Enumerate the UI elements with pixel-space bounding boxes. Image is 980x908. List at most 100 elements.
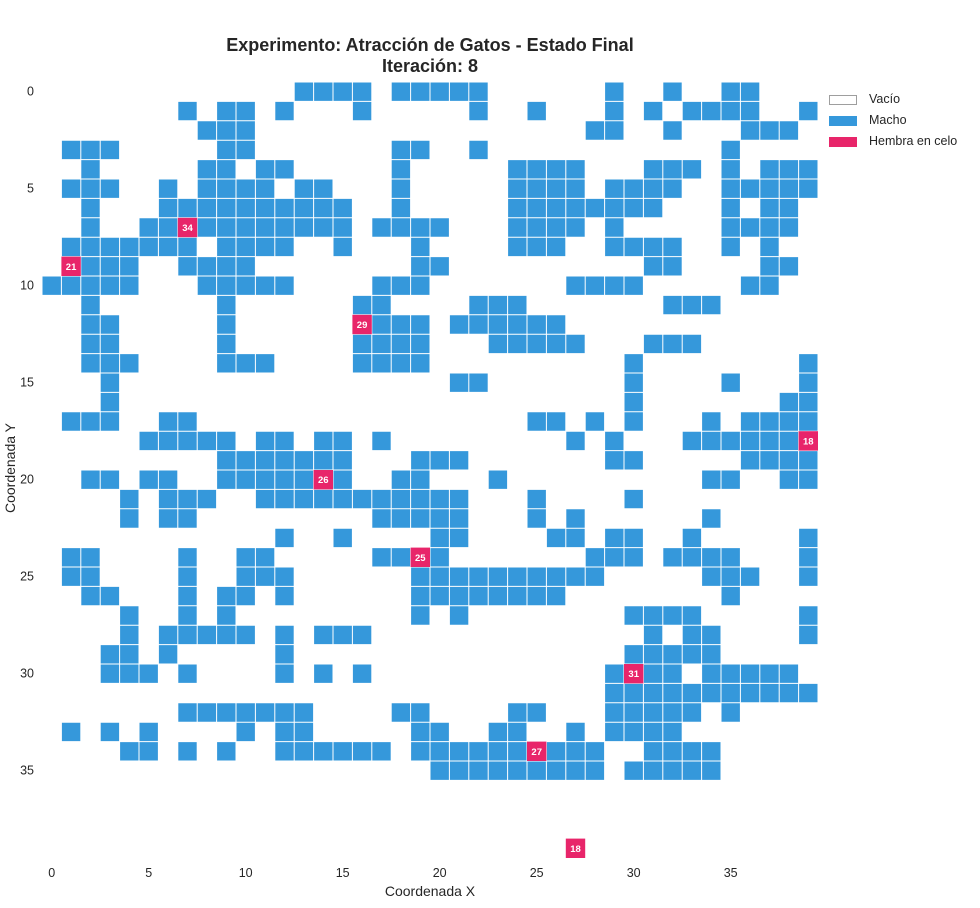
cell-male xyxy=(721,101,741,121)
cell-male xyxy=(565,276,586,296)
cell-male xyxy=(468,567,489,587)
cell-male xyxy=(430,528,450,548)
cell-male xyxy=(507,295,527,315)
cell-male xyxy=(468,373,489,393)
cell-male xyxy=(100,470,120,490)
cell-male xyxy=(371,314,392,335)
cell-male xyxy=(158,508,178,529)
cell-male xyxy=(565,722,586,742)
cell-male xyxy=(236,140,256,160)
cell-male xyxy=(682,101,702,121)
cell-male xyxy=(449,605,469,626)
cell-male xyxy=(604,431,624,451)
cell-male xyxy=(507,702,527,723)
cell-male xyxy=(449,567,469,587)
cell-male xyxy=(701,508,721,529)
cell-male xyxy=(468,761,489,781)
x-tick-label: 5 xyxy=(145,866,152,880)
cell-male xyxy=(449,761,469,781)
cell-male xyxy=(410,334,430,354)
cell-male xyxy=(507,567,527,587)
cell-male xyxy=(527,586,547,606)
cell-male xyxy=(546,567,566,587)
cell-male xyxy=(255,353,275,373)
cell-male xyxy=(565,179,586,199)
cell-male xyxy=(430,82,450,102)
cell-male xyxy=(449,586,469,606)
cell-male xyxy=(585,198,605,218)
cell-male xyxy=(255,470,275,490)
cell-male xyxy=(80,295,101,315)
cell-male xyxy=(565,508,586,529)
cell-male xyxy=(61,276,81,296)
legend-label-empty: Vacío xyxy=(869,92,901,106)
x-tick-label: 30 xyxy=(627,866,641,880)
cell-male xyxy=(139,741,159,761)
cell-male xyxy=(507,198,527,218)
cell-male xyxy=(604,547,624,567)
cell-male xyxy=(274,217,295,238)
cell-male xyxy=(527,159,547,179)
cell-male xyxy=(449,314,469,335)
legend-label-female: Hembra en celo xyxy=(869,134,958,148)
cell-male xyxy=(662,295,683,315)
cell-male xyxy=(80,567,101,587)
cell-male xyxy=(119,276,139,296)
cell-male xyxy=(682,295,702,315)
cell-male xyxy=(662,334,683,354)
cell-male xyxy=(177,237,198,257)
cell-male xyxy=(468,101,489,121)
cell-male xyxy=(100,276,120,296)
cell-male xyxy=(177,702,198,723)
y-tick-label: 0 xyxy=(27,85,34,99)
cell-male xyxy=(158,411,178,432)
cell-male xyxy=(158,625,178,645)
cell-male xyxy=(488,761,508,781)
cell-male xyxy=(371,295,392,315)
cell-male xyxy=(255,702,275,723)
cell-male xyxy=(255,431,275,451)
cell-male xyxy=(546,217,566,238)
cell-male xyxy=(333,489,353,509)
cell-male xyxy=(139,217,159,238)
cell-male xyxy=(604,722,624,742)
cell-male xyxy=(779,256,799,276)
cell-male xyxy=(430,741,450,761)
cell-male xyxy=(643,256,663,276)
cell-male xyxy=(701,625,721,645)
cell-male xyxy=(255,217,275,238)
cell-male xyxy=(197,217,217,238)
cell-male xyxy=(216,470,236,490)
cell-male xyxy=(391,470,411,490)
cell-male xyxy=(468,741,489,761)
legend-swatch-male xyxy=(829,116,857,126)
cell-male xyxy=(371,431,392,451)
cell-male xyxy=(61,547,81,567)
cell-male xyxy=(759,450,780,470)
cell-male xyxy=(682,644,702,664)
cell-male xyxy=(759,159,780,179)
cell-male xyxy=(604,237,624,257)
cell-male xyxy=(216,314,236,335)
legend-swatch-empty xyxy=(829,95,857,105)
cell-male xyxy=(604,217,624,238)
cell-male xyxy=(177,741,198,761)
cells-layer xyxy=(41,81,819,859)
cell-male xyxy=(449,489,469,509)
cell-male xyxy=(274,625,295,645)
cell-male xyxy=(352,489,372,509)
cell-male xyxy=(236,353,256,373)
cell-male xyxy=(216,741,236,761)
cell-male xyxy=(119,489,139,509)
cell-male xyxy=(255,237,275,257)
cell-male xyxy=(100,314,120,335)
cell-male xyxy=(682,528,702,548)
cell-male xyxy=(158,644,178,664)
cell-male xyxy=(624,276,644,296)
cell-male xyxy=(119,605,139,626)
cell-male xyxy=(216,702,236,723)
cell-male xyxy=(488,295,508,315)
cell-male xyxy=(468,295,489,315)
cell-male xyxy=(468,82,489,102)
cell-male xyxy=(546,741,566,761)
